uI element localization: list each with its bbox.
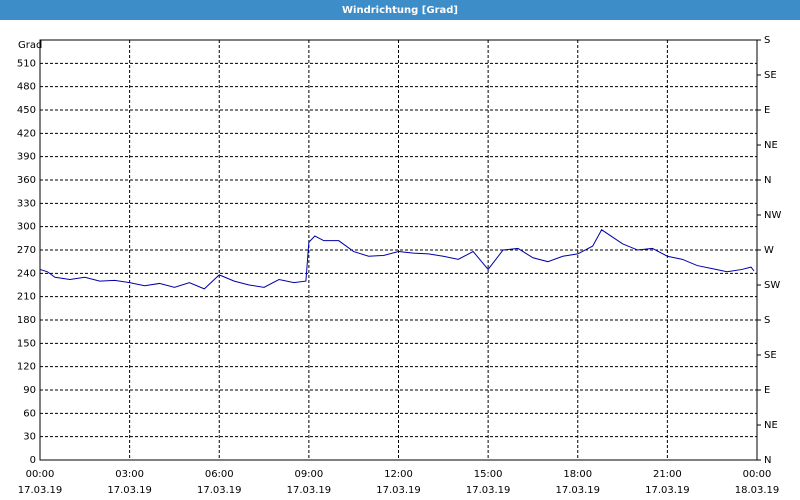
y-tick-label: 390 [17,152,36,163]
x-tick-label: 00:00 [26,469,55,480]
y2-tick-label: N [764,175,771,186]
y-tick-label: 150 [17,338,36,349]
y2-tick-label: S [764,315,770,326]
y-tick-label: 90 [23,385,36,396]
x-tick-date: 17.03.19 [645,485,690,496]
x-tick-date: 17.03.19 [376,485,421,496]
y-tick-label: 450 [17,105,36,116]
x-tick-date: 17.03.19 [107,485,152,496]
y-tick-label: 240 [17,268,36,279]
chart-title: Windrichtung [Grad] [342,5,458,16]
plot-frame [39,39,758,461]
y-tick-label: 360 [17,175,36,186]
y2-tick-label: E [764,385,770,396]
y2-tick-label: SE [764,350,777,361]
y2-tick-label: W [764,245,774,256]
y-tick-label: 0 [30,455,36,466]
y2-tick-label: SE [764,70,777,81]
x-tick-label: 03:00 [115,469,144,480]
y-tick-label: 120 [17,362,36,373]
x-tick-label: 12:00 [384,469,413,480]
y-tick-label: 420 [17,128,36,139]
y-tick-label: 60 [23,408,36,419]
y-tick-label: 300 [17,222,36,233]
x-tick-label: 15:00 [474,469,503,480]
y2-tick-label: E [764,105,770,116]
x-tick-date: 17.03.19 [555,485,600,496]
x-tick-label: 21:00 [653,469,682,480]
y2-tick-label: NW [764,210,781,221]
x-tick-date: 17.03.19 [18,485,63,496]
x-tick-date: 17.03.19 [197,485,242,496]
x-tick-date: 17.03.19 [287,485,332,496]
y-tick-label: 330 [17,198,36,209]
y2-tick-label: S [764,35,770,46]
x-tick-label: 18:00 [563,469,592,480]
y-tick-label: 180 [17,315,36,326]
x-tick-date: 17.03.19 [466,485,511,496]
x-tick-label: 09:00 [294,469,323,480]
data-line [39,229,755,290]
y-axis-label: Grad [18,40,42,51]
x-tick-date: 18.03.19 [735,485,780,496]
y-tick-label: 480 [17,82,36,93]
y2-tick-label: NE [764,140,778,151]
x-tick-label: 06:00 [205,469,234,480]
y2-tick-label: NE [764,420,778,431]
y2-tick-label: SW [764,280,780,291]
y-tick-label: 210 [17,292,36,303]
y-tick-label: 510 [17,58,36,69]
y-tick-label: 30 [23,432,36,443]
title-bar [0,0,800,20]
y-tick-label: 270 [17,245,36,256]
x-tick-label: 00:00 [743,469,772,480]
y2-tick-label: N [764,455,771,466]
